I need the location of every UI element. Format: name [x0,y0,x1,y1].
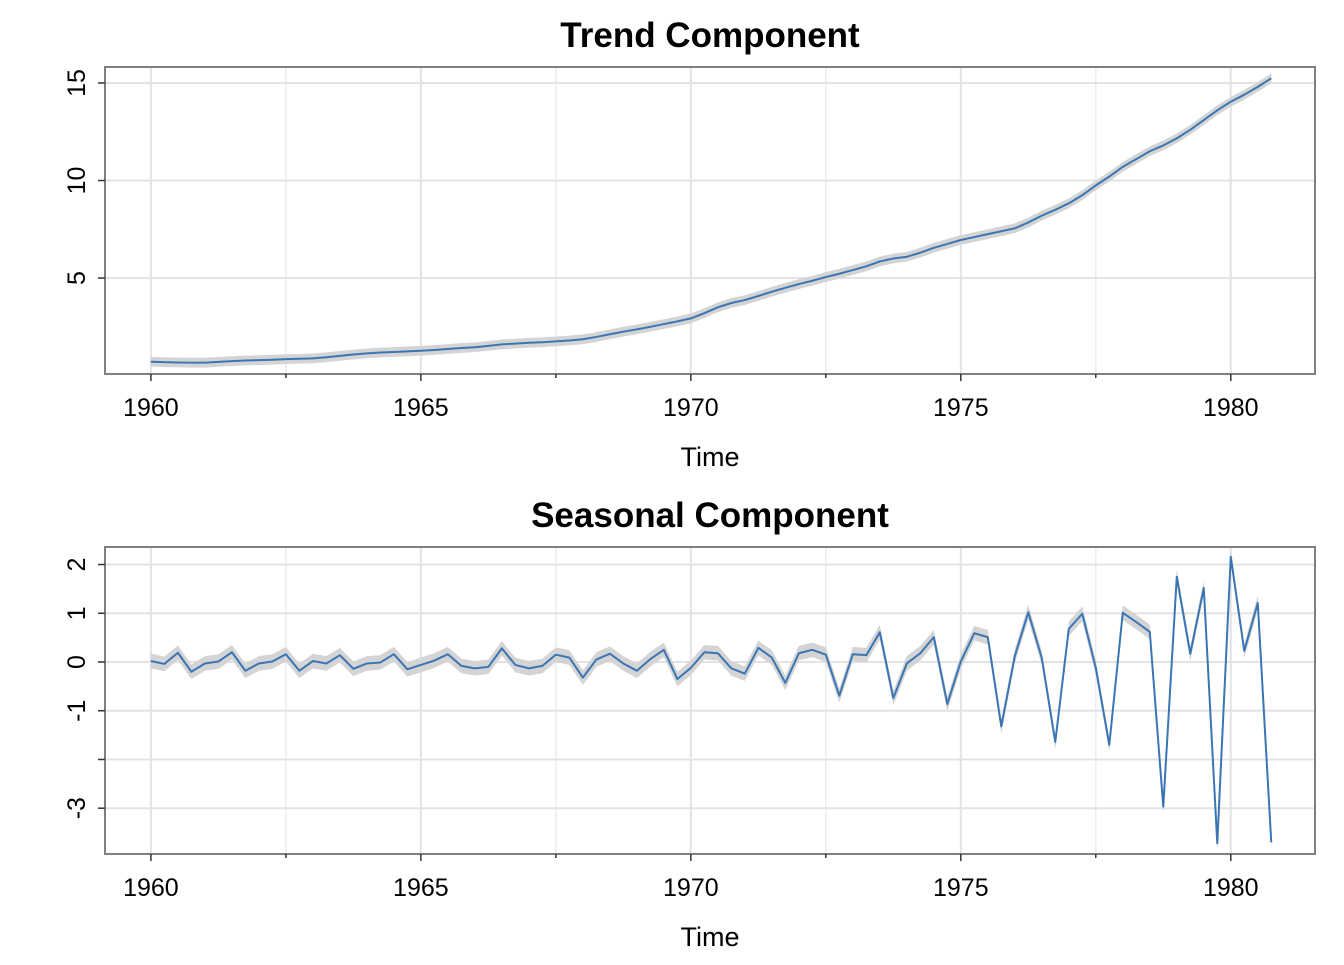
trend-y-tick-label: 15 [63,69,91,97]
trend-x-tick-label: 1960 [123,394,179,422]
trend-y-tick-label: 5 [63,271,91,285]
seasonal-grid [105,547,1315,854]
trend-confidence-band [151,73,1271,367]
seasonal-x-axis-label: Time [681,922,740,952]
trend-x-tick-label: 1975 [933,394,989,422]
seasonal-y-tick-label: 1 [63,606,91,620]
seasonal-title: Seasonal Component [531,496,889,535]
trend-x-tick-label: 1980 [1203,394,1259,422]
seasonal-y-tick-label: 0 [63,655,91,669]
seasonal-y-tick-label: -1 [63,700,91,722]
seasonal-confidence-band [151,549,1271,850]
seasonal-x-tick-label: 1980 [1203,874,1259,902]
seasonal-y-tick-label: -3 [63,797,91,819]
seasonal-series-line [151,557,1271,844]
seasonal-x-tick-label: 1965 [393,874,449,902]
trend-x-tick-label: 1965 [393,394,449,422]
trend-y-tick-label: 10 [63,167,91,195]
trend-x-axis-label: Time [681,442,740,472]
trend-title: Trend Component [560,16,860,55]
trend-x-tick-label: 1970 [663,394,719,422]
trend-grid [105,67,1315,374]
seasonal-y-tick-label: 2 [63,558,91,572]
seasonal-x-tick-label: 1960 [123,874,179,902]
seasonal-panel: Seasonal Component Time 1960 1965 1970 1975… [63,496,1315,952]
seasonal-x-tick-label: 1975 [933,874,989,902]
trend-panel: Trend Component Time 1960 1965 1970 1975 198… [63,16,1315,472]
trend-series-line [151,78,1271,362]
seasonal-x-tick-label: 1970 [663,874,719,902]
